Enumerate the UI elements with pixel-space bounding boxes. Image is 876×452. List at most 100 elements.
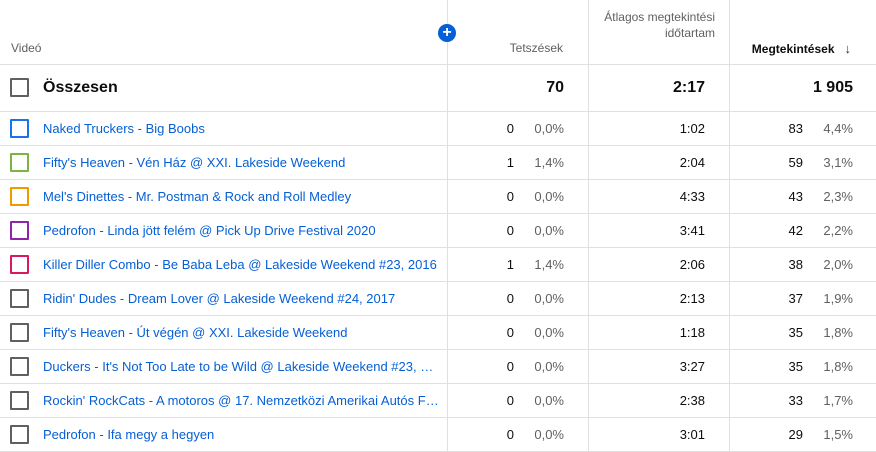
video-title-link[interactable]: Pedrofon - Ifa megy a hegyen [43, 427, 215, 442]
column-divider [447, 65, 448, 111]
avg-duration-value: 3:41 [679, 223, 705, 238]
likes-percent: 1,4% [534, 155, 564, 170]
column-divider [729, 214, 730, 247]
column-divider [447, 248, 448, 281]
column-divider [729, 282, 730, 315]
likes-value: 1 [506, 257, 514, 272]
views-percent: 3,1% [823, 155, 853, 170]
column-divider [588, 180, 589, 213]
column-divider [588, 65, 589, 111]
views-value: 43 [788, 189, 803, 204]
header-likes[interactable]: Tetszések [509, 41, 563, 55]
column-divider [588, 350, 589, 383]
views-value: 37 [788, 291, 803, 306]
row-checkbox[interactable] [10, 323, 29, 342]
column-divider [729, 0, 730, 64]
table-row: Pedrofon - Ifa megy a hegyen 0 0,0% 3:01… [0, 418, 876, 452]
row-checkbox[interactable] [10, 119, 29, 138]
table-row: Fifty's Heaven - Út végén @ XXI. Lakesid… [0, 316, 876, 350]
views-percent: 1,9% [823, 291, 853, 306]
arrow-down-icon[interactable]: ↓ [844, 41, 852, 56]
likes-value: 1 [506, 155, 514, 170]
table-header: Videó + Tetszések Átlagos megtekintési i… [0, 0, 876, 65]
row-checkbox[interactable] [10, 255, 29, 274]
likes-value: 0 [506, 291, 514, 306]
column-divider [729, 112, 730, 145]
video-title-link[interactable]: Fifty's Heaven - Vén Ház @ XXI. Lakeside… [43, 155, 346, 170]
total-label: Összesen [43, 79, 118, 96]
views-value: 59 [788, 155, 803, 170]
likes-value: 0 [506, 189, 514, 204]
likes-value: 0 [506, 393, 514, 408]
avg-duration-value: 1:02 [679, 121, 705, 136]
likes-percent: 0,0% [534, 393, 564, 408]
avg-duration-value: 2:38 [679, 393, 705, 408]
header-avg-duration[interactable]: Átlagos megtekintési időtartam [604, 10, 715, 40]
total-views: 1 905 [812, 79, 853, 96]
avg-duration-value: 2:04 [679, 155, 705, 170]
column-divider [447, 180, 448, 213]
column-divider [588, 248, 589, 281]
video-title-link[interactable]: Pedrofon - Linda jött felém @ Pick Up Dr… [43, 223, 376, 238]
table-row: Pedrofon - Linda jött felém @ Pick Up Dr… [0, 214, 876, 248]
row-checkbox[interactable] [10, 187, 29, 206]
row-checkbox[interactable] [10, 425, 29, 444]
likes-percent: 1,4% [534, 257, 564, 272]
likes-percent: 0,0% [534, 121, 564, 136]
views-percent: 1,8% [823, 325, 853, 340]
column-divider [447, 214, 448, 247]
column-divider [447, 316, 448, 349]
row-checkbox[interactable] [10, 357, 29, 376]
column-divider [729, 384, 730, 417]
column-divider [447, 418, 448, 451]
video-title-link[interactable]: Mel's Dinettes - Mr. Postman & Rock and … [43, 189, 352, 204]
likes-percent: 0,0% [534, 291, 564, 306]
column-divider [729, 316, 730, 349]
total-avg-duration: 2:17 [672, 79, 705, 96]
video-title-link[interactable]: Killer Diller Combo - Be Baba Leba @ Lak… [43, 257, 437, 272]
video-title-link[interactable]: Rockin' RockCats - A motoros @ 17. Nemze… [43, 393, 439, 408]
likes-value: 0 [506, 121, 514, 136]
column-divider [729, 65, 730, 111]
column-divider [447, 384, 448, 417]
header-video: Videó [11, 41, 42, 55]
views-value: 38 [788, 257, 803, 272]
row-checkbox[interactable] [10, 289, 29, 308]
select-all-checkbox[interactable] [10, 78, 29, 97]
row-checkbox[interactable] [10, 391, 29, 410]
column-divider [729, 418, 730, 451]
views-value: 29 [788, 427, 803, 442]
total-row: Összesen 70 2:17 1 905 [0, 65, 876, 112]
video-title-link[interactable]: Fifty's Heaven - Út végén @ XXI. Lakesid… [43, 325, 348, 340]
table-row: Duckers - It's Not Too Late to be Wild @… [0, 350, 876, 384]
total-likes: 70 [546, 79, 564, 96]
views-percent: 2,2% [823, 223, 853, 238]
likes-value: 0 [506, 427, 514, 442]
header-views[interactable]: Megtekintések ↓ [752, 41, 851, 56]
column-divider [588, 384, 589, 417]
table-row: Mel's Dinettes - Mr. Postman & Rock and … [0, 180, 876, 214]
table-row: Rockin' RockCats - A motoros @ 17. Nemze… [0, 384, 876, 418]
column-divider [588, 418, 589, 451]
views-percent: 2,3% [823, 189, 853, 204]
video-title-link[interactable]: Duckers - It's Not Too Late to be Wild @… [43, 359, 439, 374]
column-divider [588, 316, 589, 349]
table-row: Fifty's Heaven - Vén Ház @ XXI. Lakeside… [0, 146, 876, 180]
views-value: 35 [788, 359, 803, 374]
row-checkbox[interactable] [10, 221, 29, 240]
avg-duration-value: 2:13 [679, 291, 705, 306]
column-divider [729, 146, 730, 179]
plus-icon[interactable]: + [438, 24, 456, 42]
column-divider [447, 282, 448, 315]
column-divider [588, 282, 589, 315]
video-title-link[interactable]: Naked Truckers - Big Boobs [43, 121, 205, 136]
avg-duration-value: 4:33 [679, 189, 705, 204]
avg-duration-value: 2:06 [679, 257, 705, 272]
table-row: Naked Truckers - Big Boobs 0 0,0% 1:02 8… [0, 112, 876, 146]
header-views-label: Megtekintések [751, 41, 835, 56]
column-divider [729, 180, 730, 213]
video-title-link[interactable]: Ridin' Dudes - Dream Lover @ Lakeside We… [43, 291, 396, 306]
views-percent: 2,0% [823, 257, 853, 272]
row-checkbox[interactable] [10, 153, 29, 172]
